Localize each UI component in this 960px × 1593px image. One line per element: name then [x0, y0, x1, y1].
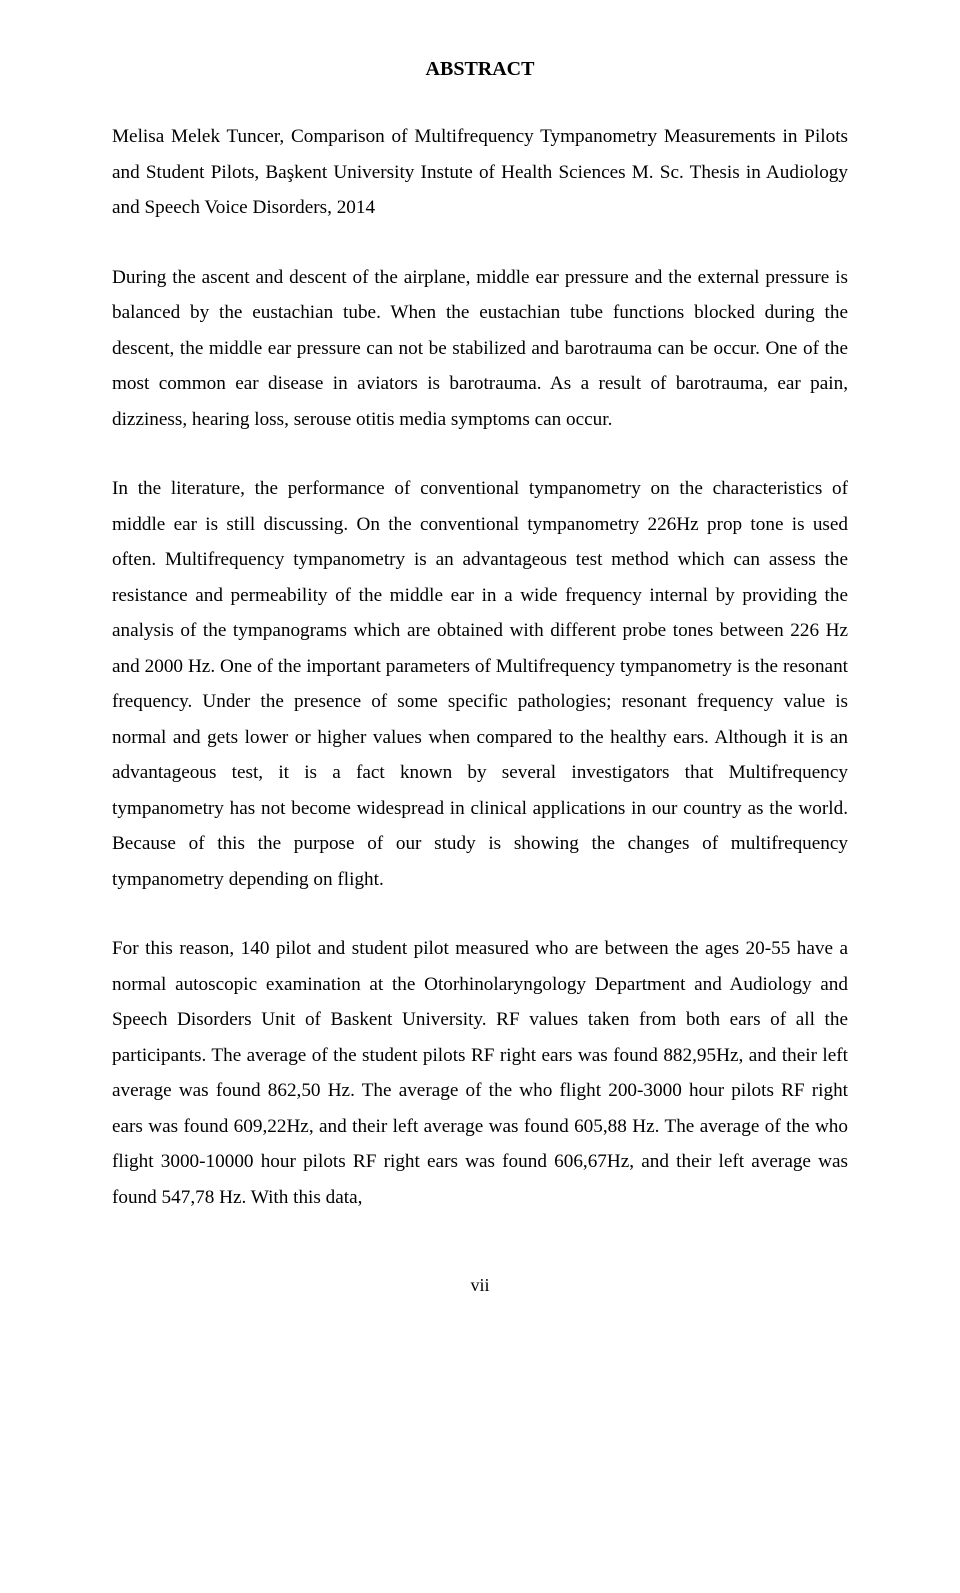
abstract-paragraph-3: In the literature, the performance of co… [112, 471, 848, 897]
abstract-heading: ABSTRACT [112, 58, 848, 81]
abstract-paragraph-2: During the ascent and descent of the air… [112, 260, 848, 438]
page-number: vii [112, 1275, 848, 1296]
abstract-paragraph-4: For this reason, 140 pilot and student p… [112, 931, 848, 1215]
abstract-paragraph-1: Melisa Melek Tuncer, Comparison of Multi… [112, 119, 848, 226]
